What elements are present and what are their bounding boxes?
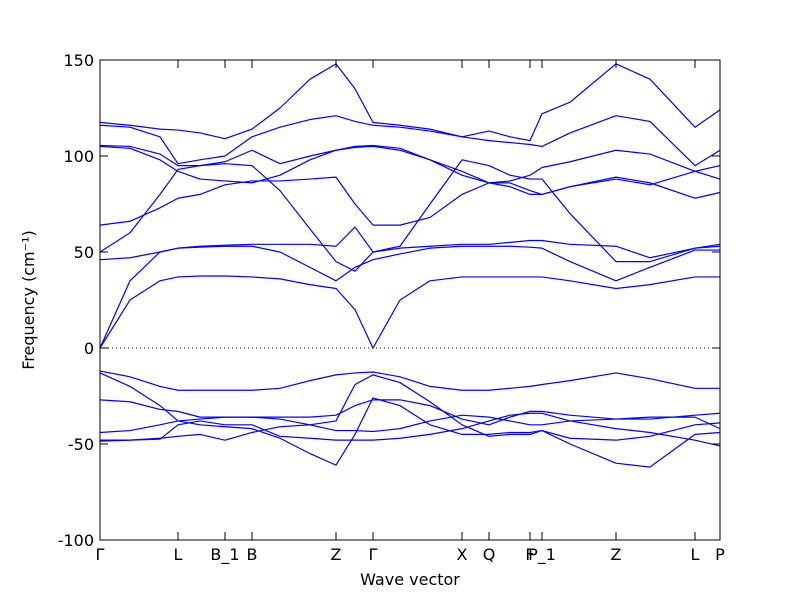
- band-line: [99, 412, 721, 447]
- y-tick-label: 100: [63, 147, 94, 166]
- band-line: [99, 370, 720, 391]
- band-line: [99, 144, 721, 195]
- y-tick-label: 150: [63, 51, 94, 70]
- x-tick-label: L: [691, 545, 700, 564]
- band-line: [99, 399, 721, 434]
- x-tick-label: Z: [331, 545, 342, 564]
- y-tick-label: 50: [74, 243, 94, 262]
- y-tick-label: 0: [84, 339, 94, 358]
- plot-frame: [99, 59, 721, 541]
- band-line: [99, 63, 721, 142]
- y-tick-label: -100: [58, 531, 94, 550]
- x-tick-label: L: [174, 545, 183, 564]
- band-line: [99, 275, 720, 349]
- x-tick-label: B_1: [210, 545, 239, 565]
- x-tick-label: B: [247, 545, 258, 564]
- x-tick-label: P: [715, 545, 725, 564]
- y-tick-label: -50: [68, 435, 94, 454]
- band-line: [99, 159, 721, 272]
- band-line: [99, 115, 721, 167]
- x-tick-label: P_1: [528, 545, 556, 565]
- band-line: [99, 145, 721, 184]
- x-axis-label: Wave vector: [360, 570, 460, 589]
- y-axis-label: Frequency (cm⁻¹): [19, 230, 38, 369]
- x-tick-label: Z: [611, 545, 622, 564]
- band-line: [99, 399, 721, 433]
- x-tick-label: X: [457, 545, 468, 564]
- x-tick-label: Γ: [369, 545, 378, 564]
- x-tick-label: F: [525, 545, 534, 564]
- band-line: [99, 372, 721, 468]
- x-tick-label: Γ: [96, 545, 105, 564]
- band-line: [100, 374, 721, 441]
- band-line: [99, 226, 721, 261]
- band-line: [99, 245, 720, 349]
- x-tick-label: Q: [483, 545, 496, 564]
